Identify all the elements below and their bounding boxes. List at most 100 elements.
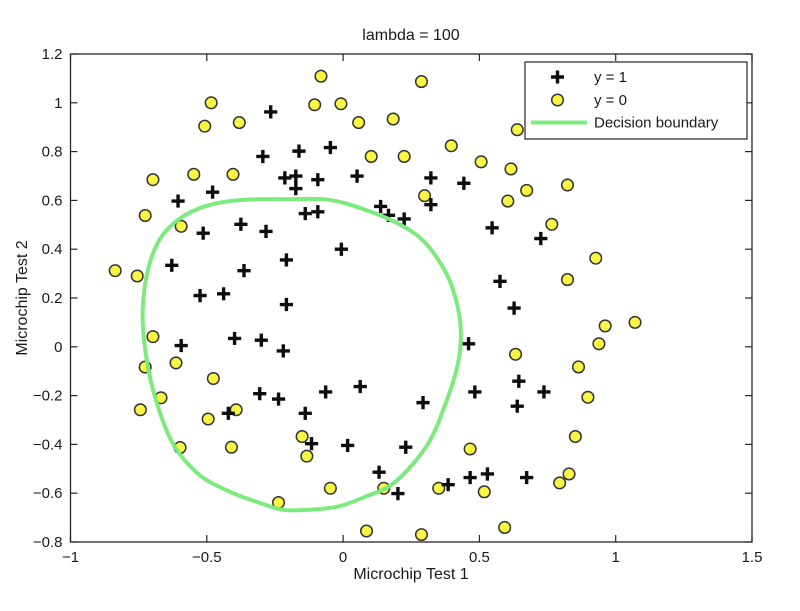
- data-point-y0: [133, 403, 147, 417]
- data-point-y0: [589, 251, 603, 265]
- y-tick-label: 0.4: [42, 241, 63, 258]
- data-point-y1: [480, 467, 495, 481]
- data-point-y0: [130, 269, 144, 283]
- x-tick-label: −1: [62, 549, 79, 566]
- data-point-y0: [206, 371, 220, 386]
- data-point-y0: [553, 476, 567, 490]
- data-point-y0: [201, 412, 215, 426]
- data-point-y0: [308, 98, 322, 112]
- data-point-y1: [510, 399, 524, 413]
- legend-label-y1: y = 1: [594, 69, 627, 86]
- data-point-y0: [463, 442, 477, 456]
- x-tick-label: 0: [339, 549, 347, 566]
- data-point-y1: [271, 392, 286, 406]
- y-tick-label: 0.2: [42, 290, 63, 307]
- x-axis-label: Microchip Test 1: [353, 566, 468, 583]
- data-point-y1: [304, 437, 319, 451]
- data-point-y1: [372, 465, 386, 479]
- legend-label-boundary: Decision boundary: [594, 115, 719, 132]
- data-point-y1: [353, 379, 367, 394]
- data-point-y1: [416, 396, 430, 410]
- plus-marker-icon: [551, 70, 564, 84]
- decision-boundary-line: [140, 196, 463, 513]
- data-point-y0: [314, 69, 328, 83]
- data-point-y1: [264, 105, 278, 119]
- data-point-y0: [386, 112, 400, 126]
- data-point-y1: [507, 301, 521, 315]
- data-point-y1: [463, 470, 477, 485]
- data-point-y0: [414, 528, 429, 542]
- data-point-y1: [441, 478, 455, 492]
- data-point-y0: [323, 481, 337, 495]
- data-point-y1: [537, 385, 551, 399]
- x-tick-label: 0.5: [469, 549, 490, 566]
- data-point-y0: [520, 183, 534, 197]
- plot-title: lambda = 100: [362, 27, 460, 44]
- data-point-y0: [364, 149, 378, 164]
- data-point-y1: [461, 337, 476, 351]
- data-point-y1: [206, 185, 220, 199]
- data-point-y1: [424, 171, 438, 185]
- data-point-y1: [298, 406, 312, 420]
- data-point-y0: [295, 429, 309, 444]
- data-point-y1: [292, 144, 306, 158]
- data-point-y0: [204, 96, 218, 110]
- y-tick-label: −0.4: [33, 436, 63, 453]
- data-point-y1: [534, 231, 548, 246]
- data-point-y0: [560, 273, 575, 287]
- data-point-y1: [311, 205, 325, 219]
- data-point-y0: [560, 178, 575, 192]
- data-point-y1: [289, 169, 303, 183]
- data-point-y0: [501, 194, 515, 208]
- y-tick-label: −0.2: [33, 388, 63, 405]
- data-point-y1: [457, 176, 471, 190]
- data-point-y0: [174, 219, 188, 233]
- data-point-y1: [171, 194, 185, 208]
- x-tick-label: 1: [612, 549, 620, 566]
- data-point-y0: [477, 485, 491, 499]
- data-point-y0: [232, 116, 246, 130]
- data-point-y1: [397, 212, 411, 226]
- data-point-y1: [323, 140, 337, 155]
- data-point-y0: [108, 264, 122, 278]
- data-point-y0: [300, 449, 314, 463]
- y-tick-label: 0: [54, 339, 62, 356]
- data-point-y0: [226, 167, 240, 181]
- data-point-y0: [628, 315, 642, 329]
- data-point-y0: [138, 208, 152, 223]
- data-point-y1: [165, 258, 179, 272]
- data-point-y0: [198, 119, 212, 133]
- data-point-y0: [598, 319, 612, 333]
- data-point-y0: [571, 360, 586, 374]
- x-tick-label: 1.5: [742, 549, 763, 566]
- data-point-y1: [234, 217, 248, 231]
- data-point-y1: [237, 264, 251, 278]
- data-point-y1: [512, 374, 526, 388]
- legend: y = 1 y = 0 Decision boundary: [524, 61, 748, 140]
- data-point-y1: [254, 333, 268, 347]
- data-point-y1: [391, 486, 405, 501]
- data-point-y0: [146, 330, 160, 344]
- data-point-y1: [196, 226, 210, 240]
- data-point-y1: [399, 440, 413, 454]
- y-tick-label: 0.8: [42, 144, 63, 161]
- data-point-y1: [341, 438, 355, 453]
- data-point-y0: [187, 167, 201, 181]
- data-point-y0: [146, 173, 160, 187]
- data-point-y1: [289, 181, 303, 196]
- data-point-y1: [520, 470, 534, 485]
- data-point-y1: [227, 331, 242, 346]
- data-point-y0: [334, 97, 348, 111]
- data-point-y1: [319, 385, 333, 399]
- data-point-y1: [334, 242, 348, 256]
- data-point-y1: [493, 274, 507, 288]
- data-point-y0: [414, 75, 429, 89]
- y-axis-label: Microchip Test 2: [14, 240, 31, 355]
- x-tick-label: −0.5: [192, 549, 222, 566]
- data-point-y1: [279, 253, 294, 267]
- data-point-y1: [374, 199, 388, 214]
- data-point-y0: [224, 440, 239, 454]
- data-point-y1: [424, 198, 438, 212]
